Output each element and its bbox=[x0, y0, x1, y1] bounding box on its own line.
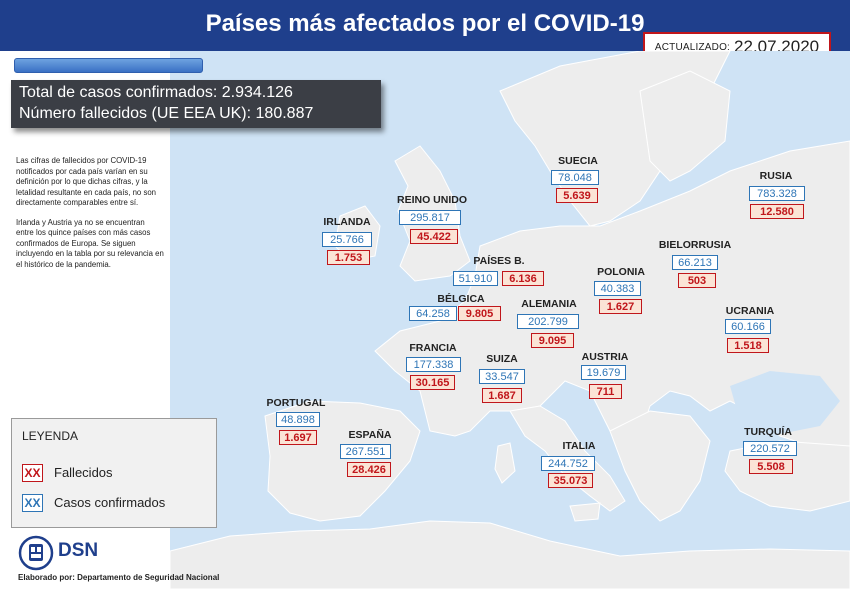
cases-paises-b: 51.910 bbox=[453, 271, 498, 286]
country-name-paises-b: PAÍSES B. bbox=[473, 255, 525, 267]
cases-turquia: 220.572 bbox=[743, 441, 797, 456]
deaths-espana: 28.426 bbox=[347, 462, 391, 477]
country-name-turquia: TURQUÍA bbox=[744, 426, 792, 438]
deaths-irlanda: 1.753 bbox=[327, 250, 370, 265]
deaths-rusia: 12.580 bbox=[750, 204, 804, 219]
country-name-belgica: BÉLGICA bbox=[437, 293, 485, 305]
country-name-francia: FRANCIA bbox=[409, 342, 457, 354]
cases-espana: 267.551 bbox=[340, 444, 391, 459]
north-africa-land bbox=[170, 520, 850, 589]
credit-text: Elaborado por: Departamento de Seguridad… bbox=[18, 573, 220, 582]
deaths-italia: 35.073 bbox=[548, 473, 593, 488]
deaths-austria: 711 bbox=[589, 384, 622, 399]
deaths-suecia: 5.639 bbox=[556, 188, 598, 203]
dsn-logo-text: DSN bbox=[58, 540, 99, 561]
totals-box: Total de casos confirmados: 2.934.126 Nú… bbox=[11, 80, 381, 128]
country-name-austria: AUSTRIA bbox=[581, 351, 629, 363]
balkans-land bbox=[609, 410, 711, 522]
legend-title: LEYENDA bbox=[22, 429, 79, 443]
legend-deaths-symbol: XX bbox=[22, 464, 43, 482]
notes-text: Las cifras de fallecidos por COVID-19 no… bbox=[16, 156, 164, 279]
total-deaths-text: Número fallecidos (UE EEA UK): 180.887 bbox=[19, 105, 314, 122]
cases-belgica: 64.258 bbox=[409, 306, 457, 321]
total-confirmed-text: Total de casos confirmados: 2.934.126 bbox=[19, 84, 293, 101]
legend-deaths-label: Fallecidos bbox=[54, 465, 113, 480]
country-name-suiza: SUIZA bbox=[486, 353, 518, 365]
cases-francia: 177.338 bbox=[406, 357, 461, 372]
black-sea bbox=[730, 371, 840, 436]
country-name-ucrania: UCRANIA bbox=[725, 305, 775, 317]
deaths-ucrania: 1.518 bbox=[727, 338, 769, 353]
deaths-turquia: 5.508 bbox=[749, 459, 793, 474]
deaths-paises-b: 6.136 bbox=[502, 271, 544, 286]
country-name-bielorrusia: BIELORRUSIA bbox=[658, 239, 732, 251]
cases-bielorrusia: 66.213 bbox=[672, 255, 718, 270]
country-name-alemania: ALEMANIA bbox=[521, 298, 577, 310]
deaths-bielorrusia: 503 bbox=[678, 273, 716, 288]
sicily-land bbox=[569, 502, 601, 522]
deaths-alemania: 9.095 bbox=[531, 333, 574, 348]
header-bar: Países más afectados por el COVID-19 bbox=[0, 0, 850, 51]
page-title: Países más afectados por el COVID-19 bbox=[205, 10, 645, 37]
cases-ucrania: 60.166 bbox=[725, 319, 771, 334]
country-name-suecia: SUECIA bbox=[558, 155, 598, 167]
deaths-reino-unido: 45.422 bbox=[410, 229, 458, 244]
cases-polonia: 40.383 bbox=[594, 281, 641, 296]
legend: LEYENDA XX Fallecidos XX Casos confirmad… bbox=[11, 418, 217, 528]
deaths-suiza: 1.687 bbox=[482, 388, 522, 403]
update-label: ACTUALIZADO: bbox=[654, 41, 731, 53]
cases-italia: 244.752 bbox=[541, 456, 595, 471]
deaths-belgica: 9.805 bbox=[458, 306, 501, 321]
note-paragraph-2: Irlanda y Austria ya no se encuentran en… bbox=[16, 217, 164, 269]
deaths-portugal: 1.697 bbox=[279, 430, 317, 445]
deaths-polonia: 1.627 bbox=[599, 299, 642, 314]
finland-land bbox=[639, 70, 731, 182]
cases-austria: 19.679 bbox=[581, 365, 626, 380]
note-paragraph-1: Las cifras de fallecidos por COVID-19 no… bbox=[16, 156, 157, 207]
country-name-portugal: PORTUGAL bbox=[266, 397, 326, 409]
cases-rusia: 783.328 bbox=[749, 186, 805, 201]
accent-bar bbox=[14, 58, 203, 73]
dsn-shield-icon bbox=[18, 535, 54, 571]
cases-alemania: 202.799 bbox=[517, 314, 579, 329]
cases-suiza: 33.547 bbox=[479, 369, 525, 384]
cases-reino-unido: 295.817 bbox=[399, 210, 461, 225]
legend-cases-label: Casos confirmados bbox=[54, 495, 166, 510]
country-name-italia: ITALIA bbox=[562, 440, 596, 452]
sardinia-land bbox=[494, 442, 516, 484]
country-name-espana: ESPAÑA bbox=[348, 429, 392, 441]
deaths-francia: 30.165 bbox=[410, 375, 455, 390]
cases-suecia: 78.048 bbox=[551, 170, 599, 185]
legend-cases-symbol: XX bbox=[22, 494, 43, 512]
country-name-irlanda: IRLANDA bbox=[323, 216, 371, 228]
country-name-rusia: RUSIA bbox=[759, 170, 793, 182]
cases-portugal: 48.898 bbox=[276, 412, 320, 427]
country-name-polonia: POLONIA bbox=[597, 266, 645, 278]
country-name-reino-unido: REINO UNIDO bbox=[396, 194, 468, 206]
turkey-land bbox=[724, 440, 850, 512]
cases-irlanda: 25.766 bbox=[322, 232, 372, 247]
